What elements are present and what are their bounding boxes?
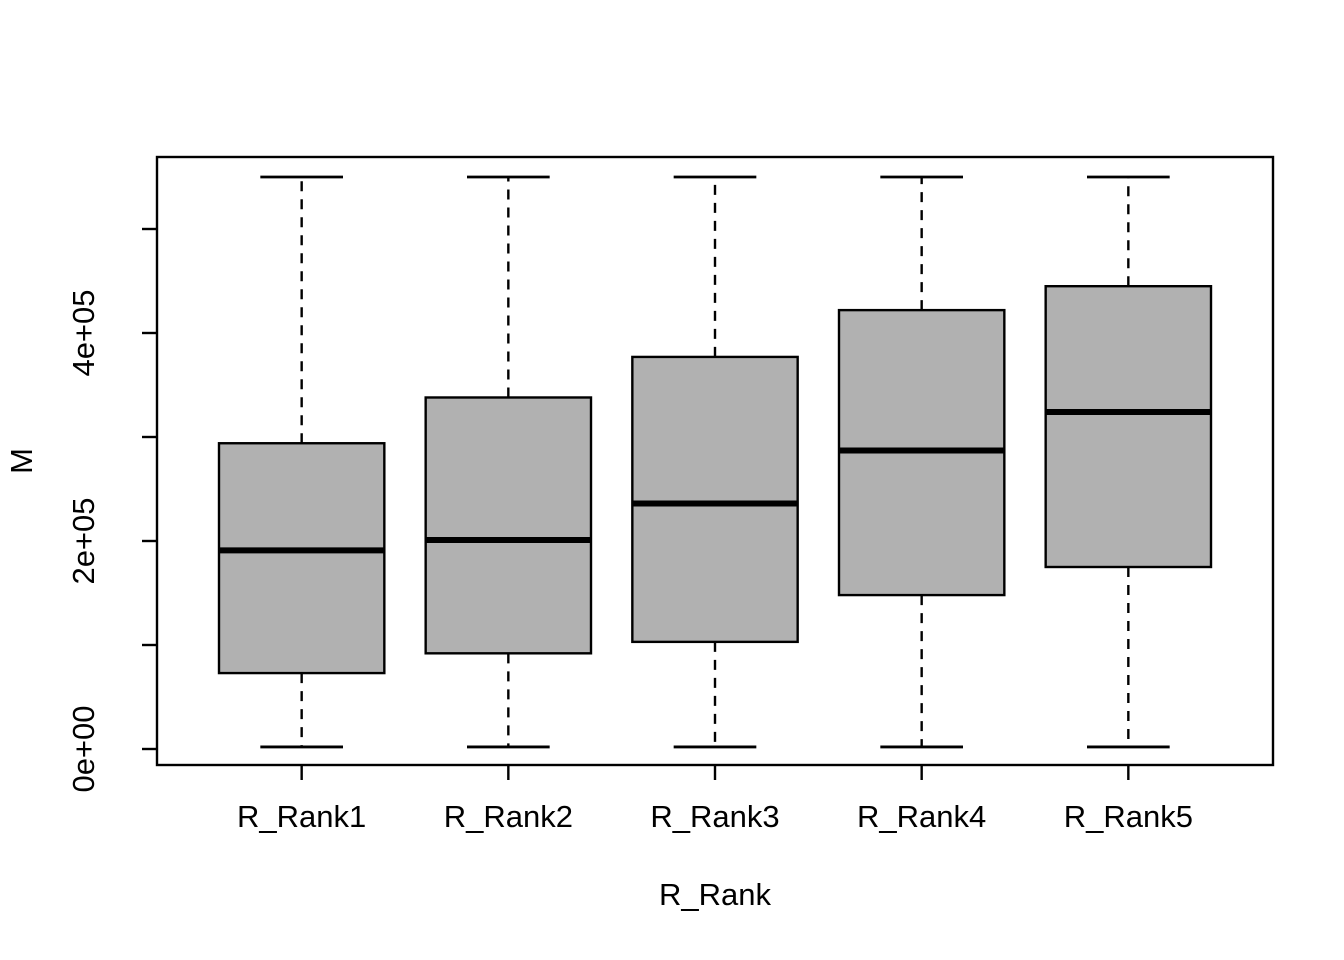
x-tick-label: R_Rank5 [1064, 799, 1193, 834]
y-tick-label: 2e+05 [66, 497, 101, 584]
iqr-box [631, 355, 799, 644]
y-axis-title: M [4, 448, 39, 474]
x-tick-label: R_Rank3 [650, 799, 779, 834]
x-tick-label: R_Rank1 [237, 799, 366, 834]
y-tick-label: 0e+00 [66, 705, 101, 792]
plot-area: 0e+00 2e+05 4e+05 R_Rank1 R_Rank2 R_Rank3 R_Ra… [66, 175, 1213, 834]
x-tick-label: R_Rank2 [444, 799, 573, 834]
iqr-box [424, 396, 593, 655]
y-tick-label: 4e+05 [66, 289, 101, 376]
x-tick-label: R_Rank4 [857, 799, 986, 834]
x-axis-title: R_Rank [659, 877, 771, 912]
iqr-box [1044, 285, 1213, 569]
iqr-box [217, 442, 386, 675]
